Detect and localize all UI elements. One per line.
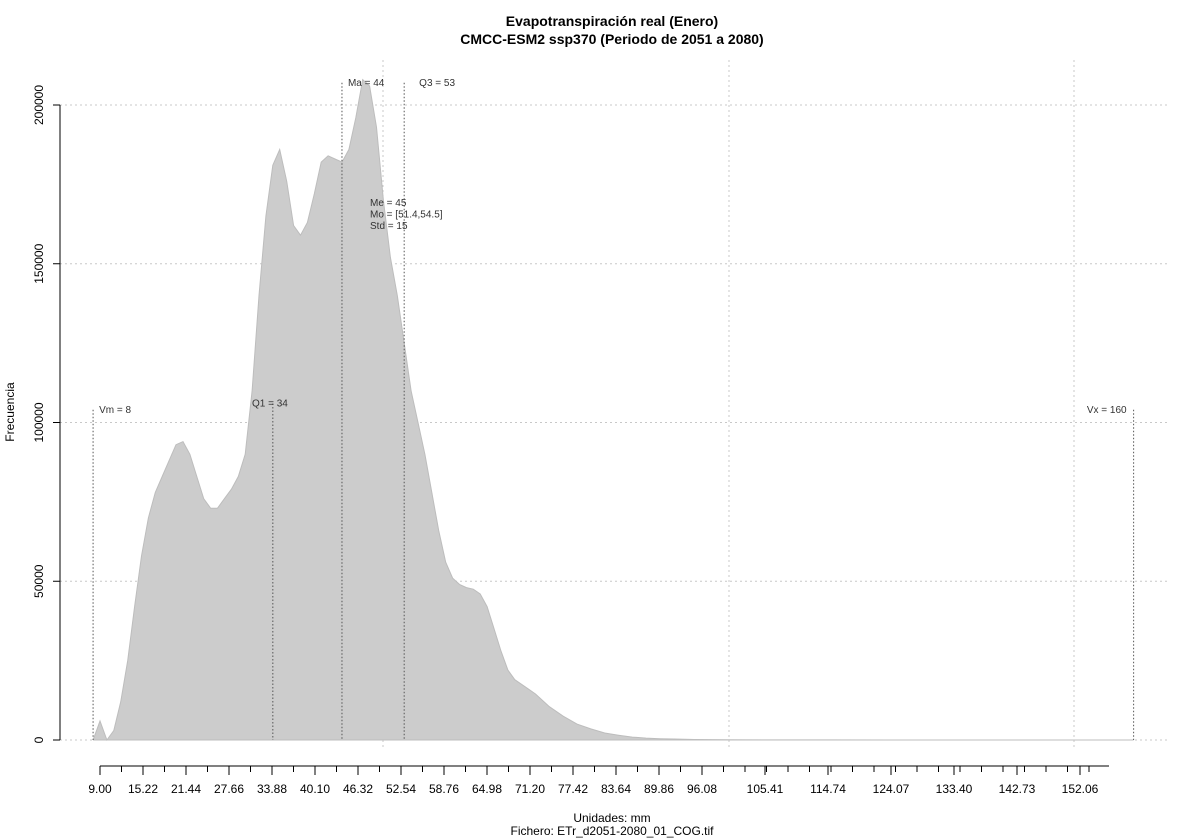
x-tick-label: 124.07 (873, 782, 910, 796)
stats-line: Me = 45 (370, 198, 407, 209)
x-tick-label: 133.40 (936, 782, 973, 796)
reference-label: Ma = 44 (348, 78, 385, 89)
x-tick-label: 83.64 (601, 782, 631, 796)
y-axis: 0 50000 100000 150000 200000 (32, 85, 61, 743)
x-tick-label: 15.22 (128, 782, 158, 796)
y-tick-label: 50000 (32, 564, 46, 598)
stats-line: Std = 15 (370, 221, 408, 232)
reference-lines: Vm = 8 Q1 = 34 Ma = 44 Q3 = 53 Vx = 160 (92, 78, 1135, 740)
file-caption: Fichero: ETr_d2051-2080_01_COG.tif (511, 824, 715, 838)
x-tick-label: 9.00 (88, 782, 112, 796)
y-tick-label: 100000 (32, 402, 46, 442)
x-tick-label: 89.86 (644, 782, 674, 796)
reference-label: Q1 = 34 (252, 398, 288, 409)
chart-title: Evapotranspiración real (Enero) (506, 13, 718, 29)
density-area-shape (92, 78, 1134, 742)
y-tick-label: 200000 (32, 85, 46, 125)
x-tick-label: 77.42 (558, 782, 588, 796)
y-axis-title: Frecuencia (3, 382, 17, 442)
x-tick-label: 21.44 (171, 782, 201, 796)
x-tick-label: 52.54 (386, 782, 416, 796)
x-tick-label: 33.88 (257, 782, 287, 796)
x-tick-label: 114.74 (810, 782, 846, 796)
x-tick-label: 105.41 (747, 782, 784, 796)
x-tick-label: 58.76 (429, 782, 459, 796)
x-tick-label: 71.20 (515, 782, 545, 796)
x-tick-label: 46.32 (343, 782, 373, 796)
reference-label: Vm = 8 (99, 405, 131, 416)
x-tick-label: 152.06 (1062, 782, 1099, 796)
density-area (92, 78, 1134, 742)
x-tick-label: 40.10 (300, 782, 330, 796)
reference-label: Vx = 160 (1087, 405, 1127, 416)
reference-label: Q3 = 53 (419, 78, 455, 89)
x-tick-label: 64.98 (472, 782, 502, 796)
y-tick-label: 0 (32, 736, 46, 743)
x-tick-label: 142.73 (999, 782, 1036, 796)
x-axis: 9.00 15.22 21.44 27.66 33.88 40.10 46.32 52.54 5… (88, 765, 1109, 796)
x-axis-title: Unidades: mm (573, 811, 650, 825)
stats-line: Mo = [51.4,54.5] (370, 210, 443, 221)
x-tick-label: 27.66 (214, 782, 244, 796)
x-tick-label: 96.08 (687, 782, 717, 796)
chart-subtitle: CMCC-ESM2 ssp370 (Periodo de 2051 a 2080… (460, 31, 763, 47)
y-tick-label: 150000 (32, 243, 46, 283)
